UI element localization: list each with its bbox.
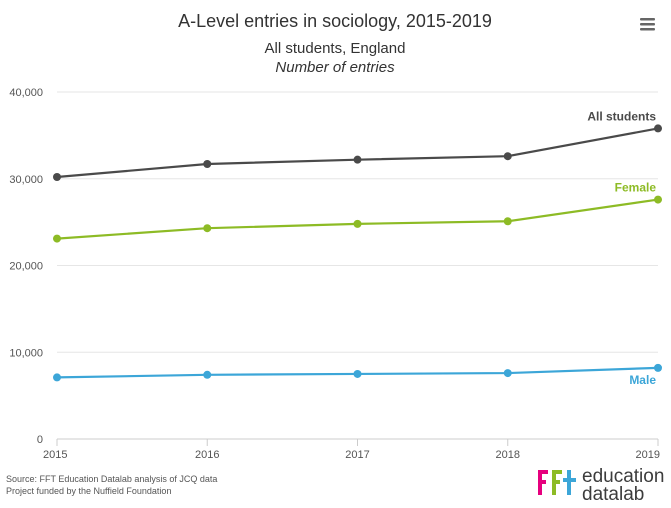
data-point bbox=[53, 373, 61, 382]
series-line bbox=[56, 198, 659, 240]
data-point bbox=[654, 195, 662, 204]
source-line-1: Source: FFT Education Datalab analysis o… bbox=[6, 474, 217, 484]
data-point bbox=[203, 160, 212, 169]
series-all-students: All students bbox=[53, 109, 662, 182]
series-label: Female bbox=[615, 181, 657, 195]
chart-subtitle-units: Number of entries bbox=[275, 59, 395, 76]
data-point bbox=[53, 234, 61, 243]
series-line bbox=[56, 127, 659, 179]
data-point bbox=[353, 219, 362, 228]
gridlines bbox=[57, 91, 658, 353]
x-tick-label: 2016 bbox=[195, 449, 219, 461]
hamburger-menu-icon[interactable] bbox=[638, 14, 656, 36]
series-female: Female bbox=[53, 181, 662, 243]
chart-subtitle: All students, England bbox=[265, 40, 406, 57]
y-tick-label: 10,000 bbox=[9, 347, 43, 359]
data-point bbox=[53, 173, 61, 182]
series-label: Male bbox=[629, 373, 656, 387]
y-tick-label: 0 bbox=[37, 434, 43, 446]
data-point bbox=[503, 152, 512, 161]
series-group: All students Female Male bbox=[53, 109, 662, 387]
fft-logo-mark bbox=[538, 470, 576, 495]
data-point bbox=[503, 217, 512, 226]
data-point bbox=[503, 369, 512, 378]
data-point bbox=[654, 363, 662, 372]
y-tick-label: 20,000 bbox=[9, 261, 43, 273]
source-line-2: Project funded by the Nuffield Foundatio… bbox=[6, 486, 171, 496]
data-point bbox=[203, 224, 212, 233]
x-axis-ticks: 2015 2016 2017 2018 2019 bbox=[43, 438, 660, 461]
data-point bbox=[654, 124, 662, 133]
x-tick-label: 2019 bbox=[636, 449, 660, 461]
logo-word-datalab: datalab bbox=[582, 484, 644, 505]
data-point bbox=[353, 369, 362, 378]
x-tick-label: 2018 bbox=[496, 449, 520, 461]
data-point bbox=[353, 155, 362, 164]
x-tick-label: 2017 bbox=[345, 449, 369, 461]
data-point bbox=[203, 370, 212, 379]
y-axis-ticks: 0 10,000 20,000 30,000 40,000 bbox=[9, 87, 43, 446]
series-male: Male bbox=[53, 363, 662, 387]
x-tick-label: 2015 bbox=[43, 449, 67, 461]
fft-logo: education datalab bbox=[538, 466, 664, 505]
logo-word-education: education bbox=[582, 466, 664, 487]
y-tick-label: 30,000 bbox=[9, 174, 43, 186]
chart-title: A-Level entries in sociology, 2015-2019 bbox=[178, 11, 492, 31]
series-label: All students bbox=[587, 109, 656, 123]
y-tick-label: 40,000 bbox=[9, 87, 43, 99]
